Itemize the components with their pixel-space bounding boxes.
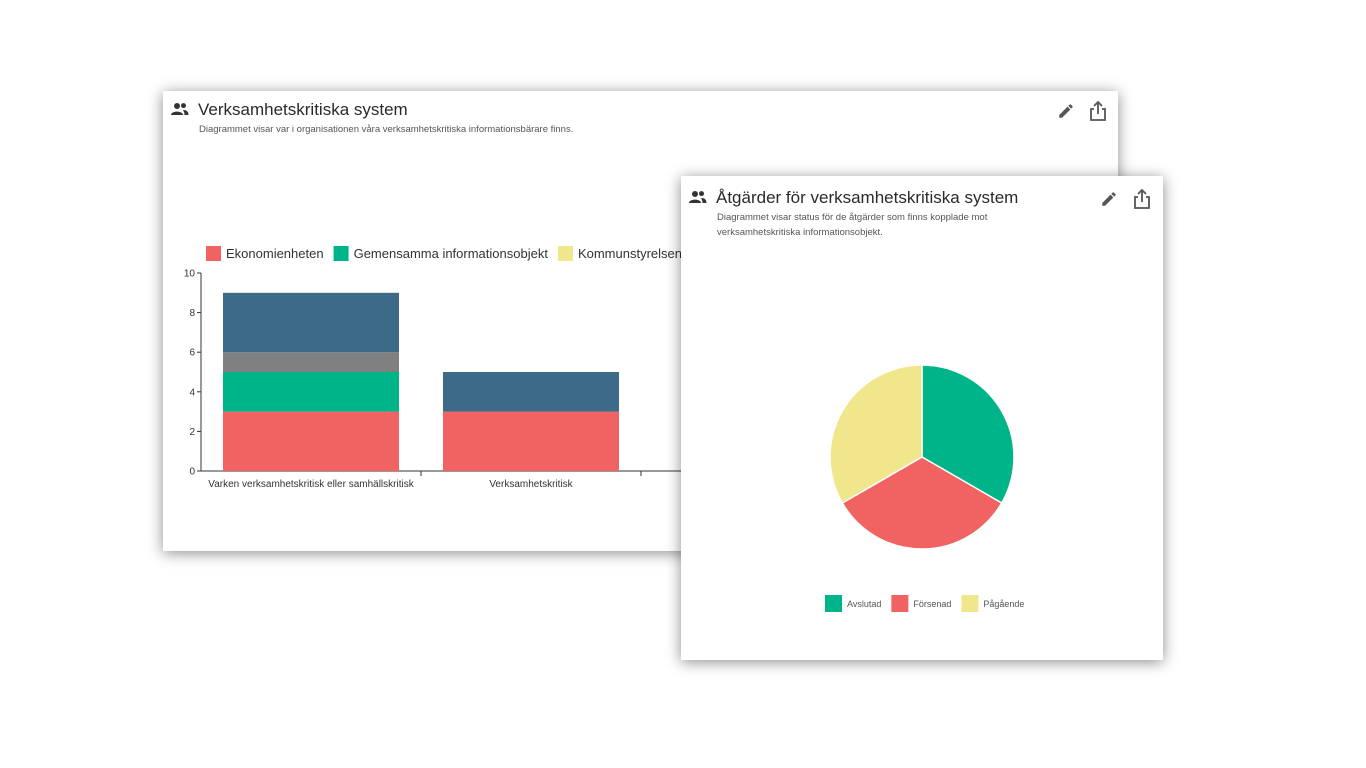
bar-segment[interactable] bbox=[223, 292, 399, 353]
legend-swatch[interactable] bbox=[891, 595, 909, 612]
bar-segment[interactable] bbox=[223, 411, 399, 471]
pencil-icon[interactable] bbox=[1057, 102, 1075, 125]
pie-slice[interactable] bbox=[841, 456, 1003, 550]
legend-label[interactable]: Avslutad bbox=[847, 599, 881, 609]
card-description: Diagrammet visar status för de åtgärder … bbox=[717, 212, 988, 238]
legend-label[interactable]: Kommunstyrelsen bbox=[578, 246, 682, 261]
legend-label[interactable]: Försenad bbox=[913, 599, 951, 609]
legend-swatch[interactable] bbox=[825, 595, 842, 612]
bar-segment[interactable] bbox=[443, 411, 619, 471]
share-icon[interactable] bbox=[1089, 100, 1107, 126]
x-tick-label: Verksamhetskritisk bbox=[489, 479, 573, 490]
legend-label[interactable]: Pågående bbox=[983, 599, 1024, 609]
pie-slice[interactable] bbox=[921, 364, 1015, 505]
y-tick-label: 0 bbox=[189, 467, 195, 478]
pie-slice[interactable] bbox=[829, 364, 923, 505]
bar-marks bbox=[223, 292, 619, 471]
group-icon bbox=[171, 102, 189, 121]
legend-label[interactable]: Ekonomienheten bbox=[226, 246, 324, 261]
pencil-icon[interactable] bbox=[1100, 190, 1118, 213]
bar-segment[interactable] bbox=[443, 372, 619, 412]
y-tick-label: 4 bbox=[189, 387, 195, 398]
pie-chart: Avslutad Försenad Pågående bbox=[825, 364, 1024, 612]
card-title: Åtgärder för verksamhetskritiska system bbox=[716, 188, 1019, 207]
pie-chart-card: Avslutad Försenad Pågående Åtgärder för ve… bbox=[681, 176, 1163, 660]
legend-swatch[interactable] bbox=[557, 246, 573, 261]
legend-swatch[interactable] bbox=[333, 246, 349, 261]
legend-swatch[interactable] bbox=[961, 595, 979, 612]
bar-legend: Ekonomienheten Gemensamma informationsobj… bbox=[206, 246, 682, 261]
y-tick-label: 2 bbox=[189, 427, 195, 438]
y-tick-label: 8 bbox=[189, 308, 195, 319]
legend-label[interactable]: Gemensamma informationsobjekt bbox=[354, 246, 549, 261]
card-description: Diagrammet visar var i organisationen vå… bbox=[199, 124, 574, 135]
y-tick-label: 6 bbox=[189, 348, 195, 359]
legend-swatch[interactable] bbox=[206, 246, 221, 261]
pie-legend: Avslutad Försenad Pågående bbox=[825, 595, 1024, 612]
bar-segment[interactable] bbox=[223, 352, 399, 372]
card-title: Verksamhetskritiska system bbox=[198, 100, 408, 119]
x-tick-label: Varken verksamhetskritisk eller samhälls… bbox=[208, 479, 414, 490]
y-tick-label: 10 bbox=[184, 269, 196, 280]
share-icon[interactable] bbox=[1133, 188, 1151, 214]
pie-marks bbox=[829, 364, 1015, 550]
group-icon bbox=[689, 190, 707, 209]
bar-segment[interactable] bbox=[223, 372, 399, 412]
bar-chart: Ekonomienheten Gemensamma informationsobj… bbox=[184, 246, 1118, 490]
